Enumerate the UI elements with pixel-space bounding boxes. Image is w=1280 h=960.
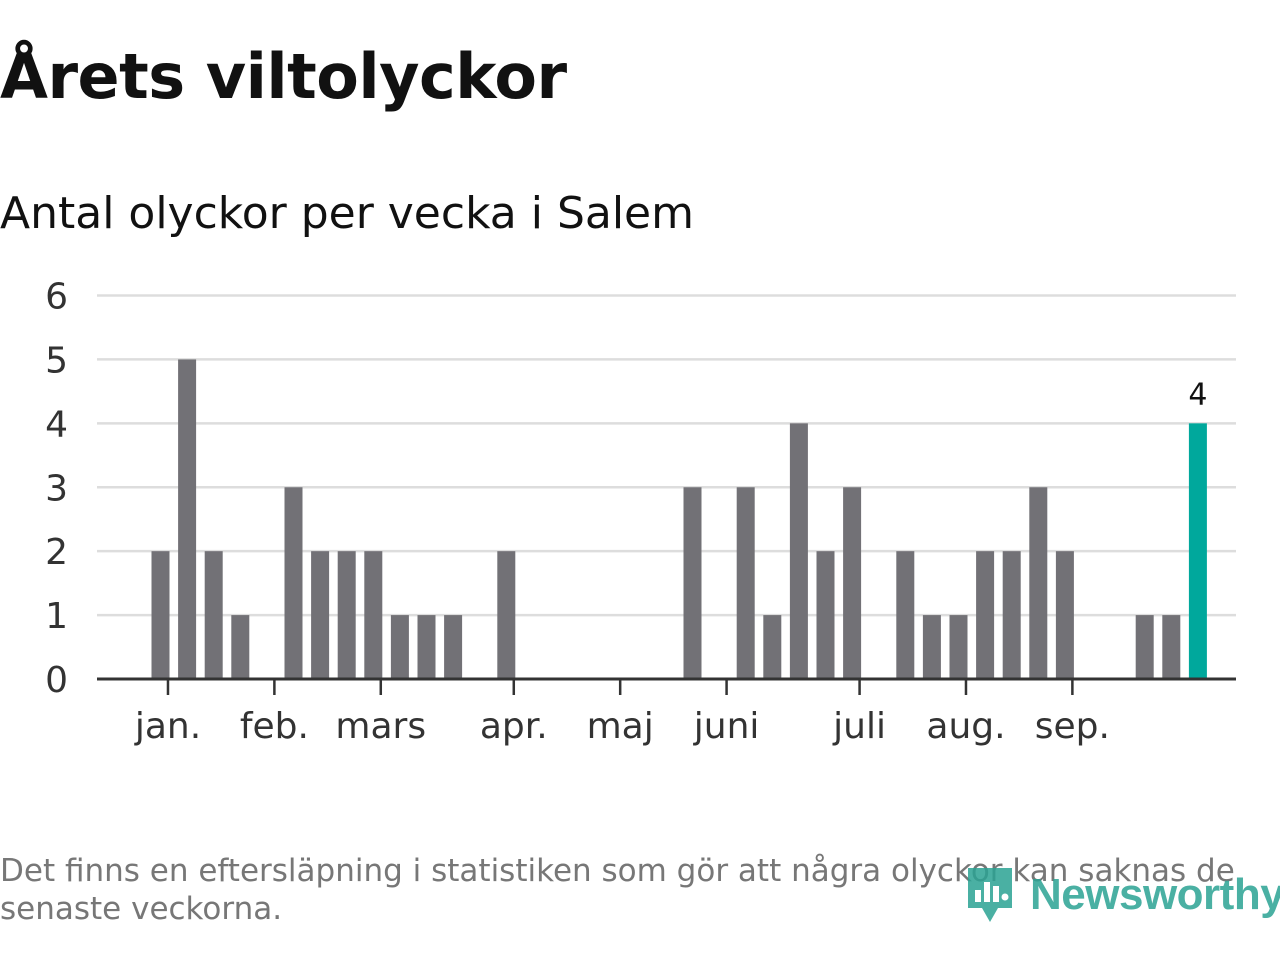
bar-week-33 [1002,551,1021,679]
last-bar-data-label: 4 [1188,377,1207,412]
bar-week-8 [337,551,356,679]
month-label-aug.: aug. [926,706,1005,747]
bar-week-30 [922,615,941,679]
bar-week-24 [763,615,782,679]
bar-week-29 [896,551,915,679]
chart-subtitle: Antal olyckor per vecka i Salem [0,188,694,239]
bar-week-4 [231,615,250,679]
y-tick-label-4: 4 [45,404,68,445]
bar-week-11 [417,615,436,679]
bar-week-23 [736,487,755,679]
bar-week-12 [444,615,463,679]
y-tick-label-0: 0 [45,660,68,701]
bar-week-1 [151,551,170,679]
logo-text: Newsworthy [1030,870,1280,919]
bar-week-3 [204,551,223,679]
axes [97,677,1236,695]
bar-week-31 [949,615,968,679]
bar-week-34 [1029,487,1048,679]
month-label-juni: juni [693,706,760,747]
month-label-jan.: jan. [134,706,201,747]
month-label-apr.: apr. [480,706,548,747]
bar-week-2 [178,359,197,679]
footnote: Det finns en eftersläpning i statistiken… [0,853,1235,927]
month-label-mars: mars [335,706,426,747]
newsworthy-logo: Newsworthy [964,864,1280,926]
bars [151,359,1207,679]
bar-week-39 [1162,615,1181,679]
y-tick-label-5: 5 [45,340,68,381]
bar-week-14 [497,551,516,679]
bar-week-35 [1055,551,1074,679]
month-label-feb.: feb. [240,706,309,747]
bar-week-6 [284,487,303,679]
month-label-maj: maj [587,706,654,747]
bar-week-21 [683,487,702,679]
bar-week-32 [976,551,995,679]
y-tick-label-1: 1 [45,596,68,637]
bar-week-40 [1188,423,1207,679]
y-tick-label-2: 2 [45,532,68,573]
page-title: Årets viltolyckor [0,40,567,113]
bar-week-7 [311,551,330,679]
newsworthy-logo-icon [968,868,1012,922]
bar-week-25 [789,423,808,679]
bar-chart: 0 1 2 3 4 5 6 jan. feb. mars apr. maj juni juli aug. se… [45,277,1236,748]
labels: 0 1 2 3 4 5 6 jan. feb. mars apr. maj juni juli aug. se… [45,277,1207,748]
bar-week-10 [390,615,409,679]
bar-week-27 [843,487,862,679]
bar-week-26 [816,551,835,679]
bar-week-38 [1135,615,1154,679]
y-tick-label-3: 3 [45,468,68,509]
bar-week-9 [364,551,383,679]
month-label-sep.: sep. [1035,706,1110,747]
month-label-juli: juli [832,706,886,747]
y-tick-label-6: 6 [45,277,68,318]
